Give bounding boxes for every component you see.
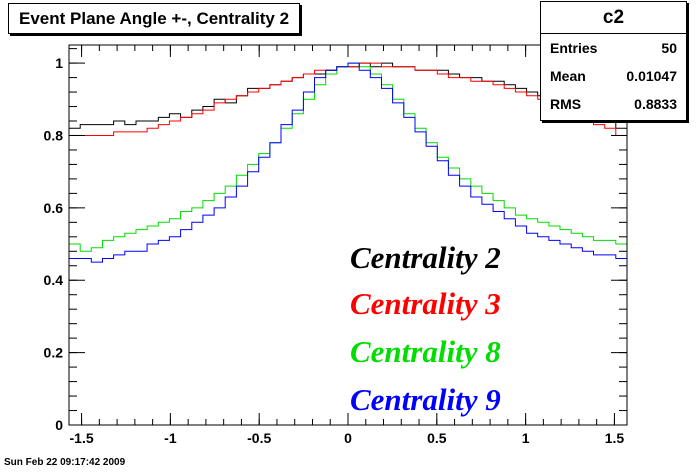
- x-tick-label: 0: [344, 430, 352, 446]
- stats-entries-value: 50: [661, 40, 677, 56]
- x-tick-label: 0.5: [427, 430, 447, 446]
- stats-row-entries: Entries 50: [541, 34, 686, 62]
- legend-entry-centrality-3: Centrality 3: [350, 286, 501, 321]
- y-tick-label: 0.4: [44, 272, 64, 288]
- x-tick-label: 1: [522, 430, 530, 446]
- y-tick-label: 1: [55, 55, 63, 71]
- series-line-4: [69, 62, 627, 263]
- stats-rms-label: RMS: [550, 96, 582, 112]
- stats-mean-value: 0.01047: [626, 68, 677, 84]
- stats-rms-value: 0.8833: [634, 96, 677, 112]
- stats-mean-label: Mean: [550, 68, 586, 84]
- y-tick-label: 0.6: [44, 200, 64, 216]
- x-tick-label: -1: [164, 430, 177, 446]
- x-tick-label: -1.5: [70, 430, 94, 446]
- datestamp: Sun Feb 22 09:17:42 2009: [4, 457, 126, 468]
- stats-row-mean: Mean 0.01047: [541, 62, 686, 90]
- stats-histogram-name: c2: [541, 2, 686, 34]
- y-tick-label: 0: [55, 417, 63, 433]
- x-tick-label: 1.5: [605, 430, 625, 446]
- stats-entries-label: Entries: [550, 40, 598, 56]
- y-tick-label: 0.8: [44, 127, 64, 143]
- stats-box: c2 Entries 50 Mean 0.01047 RMS 0.8833: [540, 1, 687, 121]
- y-tick-label: 0.2: [44, 345, 64, 361]
- legend-entry-centrality-9: Centrality 9: [350, 382, 501, 417]
- x-tick-label: -0.5: [247, 430, 271, 446]
- legend-entry-centrality-8: Centrality 8: [350, 334, 501, 369]
- stats-row-rms: RMS 0.8833: [541, 90, 686, 118]
- axis-layer: -1.5 -1 -0.5 0 0.5 1 1.5 0 0.2 0.4 0.6 0.8 1: [44, 45, 627, 446]
- chart-title: Event Plane Angle +-, Centrality 2: [8, 3, 301, 34]
- legend-entry-centrality-2: Centrality 2: [350, 240, 501, 275]
